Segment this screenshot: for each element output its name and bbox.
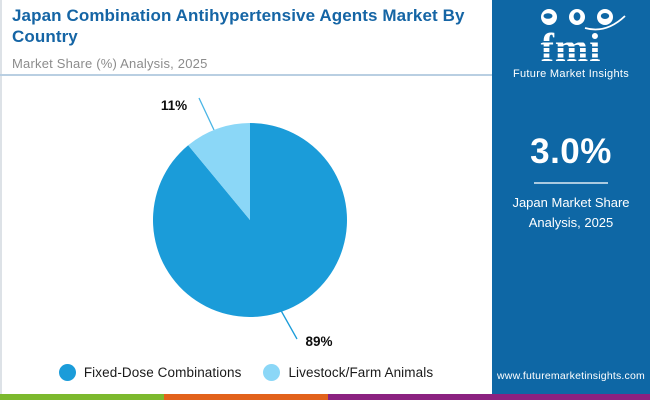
chart-legend: Fixed-Dose Combinations Livestock/Farm A… <box>0 364 492 381</box>
strip-segment-purple <box>328 394 650 400</box>
pie-slice <box>152 123 347 317</box>
fmi-logo-globes-icon <box>541 9 626 31</box>
stat-value: 3.0% <box>530 132 612 171</box>
legend-label: Fixed-Dose Combinations <box>83 365 242 380</box>
page-title: Japan Combination Antihypertensive Agent… <box>12 6 465 46</box>
legend-swatch-circle <box>263 364 281 381</box>
stat-label: Japan Market Share Analysis, 2025 <box>512 195 630 230</box>
data-label-small-slice: 11% <box>161 98 187 113</box>
website-link[interactable]: www.futuremarketinsights.com <box>497 370 645 382</box>
header-divider <box>0 74 492 76</box>
left-edge-line <box>0 0 2 394</box>
footer-color-strip <box>0 394 650 400</box>
legend-label: Livestock/Farm Animals <box>288 365 434 380</box>
fmi-logo-wordmark: fmi <box>540 28 602 68</box>
fmi-logo: fmi Future Market Insights <box>513 7 629 80</box>
pie-slices <box>152 123 347 317</box>
stat-block: 3.0% Japan Market Share Analysis, 2025 <box>504 132 638 232</box>
header: Japan Combination Antihypertensive Agent… <box>12 6 486 71</box>
leader-line-small-slice <box>198 97 215 131</box>
legend-swatch-circle <box>58 364 76 381</box>
brand-panel: fmi Future Market Insights 3.0% Japan Ma… <box>492 0 650 394</box>
pie-slice <box>188 123 250 220</box>
leader-line-large-slice <box>278 306 298 340</box>
strip-segment-orange <box>164 394 328 400</box>
page-subtitle: Market Share (%) Analysis, 2025 <box>12 56 208 72</box>
fmi-logo-text: fmi <box>540 25 602 70</box>
data-label-large-slice: 89% <box>305 334 332 349</box>
legend-swatch-icon <box>263 364 281 381</box>
legend-item-fixed-dose: Fixed-Dose Combinations <box>58 364 242 381</box>
stat-divider <box>534 182 608 184</box>
legend-item-livestock: Livestock/Farm Animals <box>263 364 433 381</box>
legend-swatch-icon <box>58 364 76 381</box>
strip-segment-green <box>0 394 164 400</box>
fmi-logo-name: Future Market Insights <box>512 68 630 80</box>
